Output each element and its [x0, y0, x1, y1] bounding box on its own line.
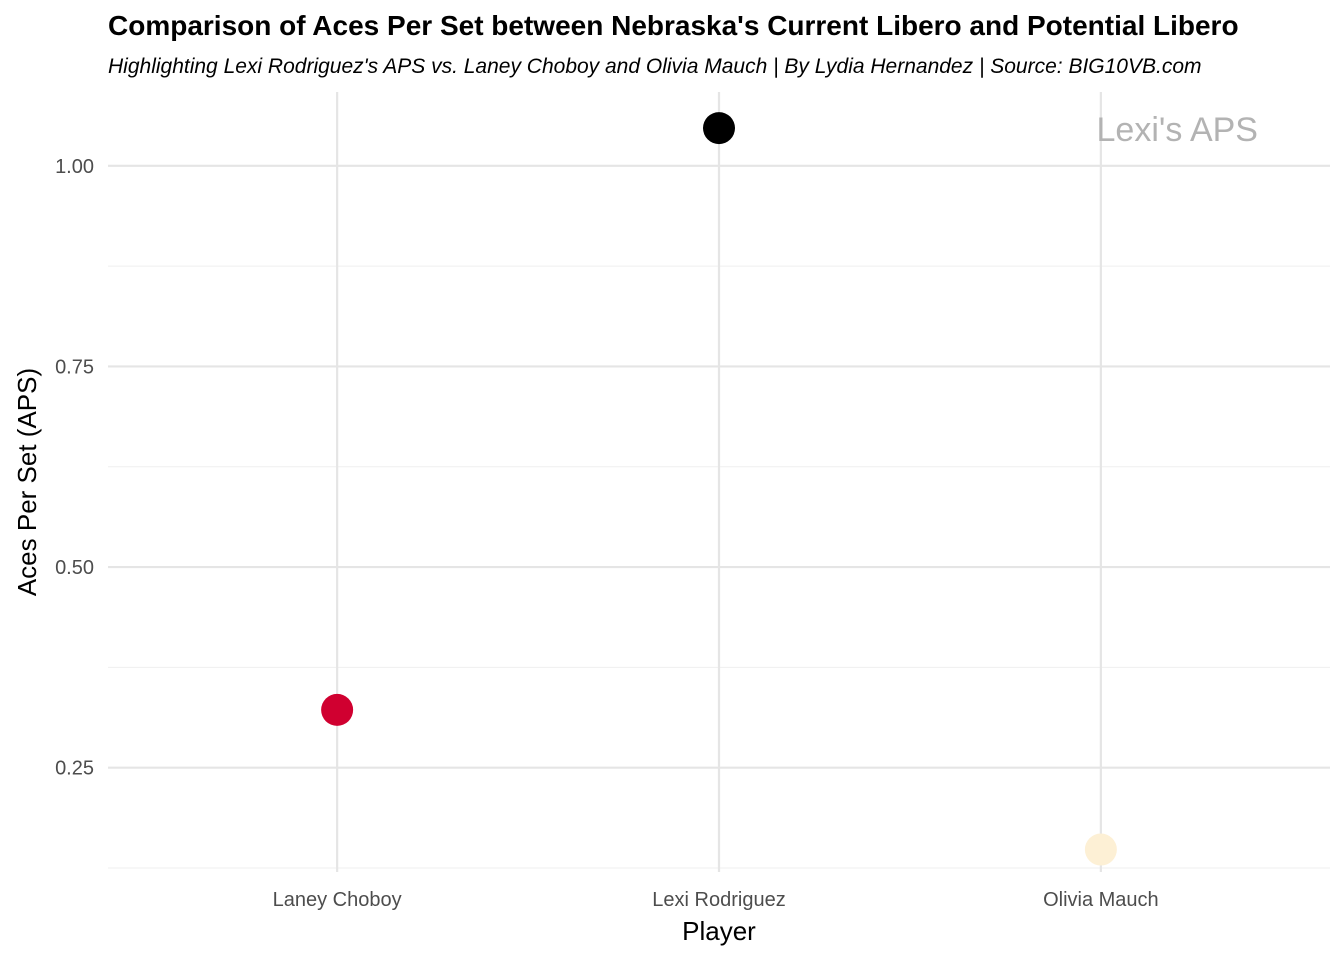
chart-subtitle: Highlighting Lexi Rodriguez's APS vs. La… [108, 55, 1202, 78]
x-tick-label: Lexi Rodriguez [652, 889, 785, 911]
data-point [1084, 833, 1117, 866]
grid-lines [108, 92, 1330, 872]
y-axis-ticks: 0.25 0.50 0.75 1.00 [55, 156, 94, 780]
data-points [321, 112, 1117, 866]
data-point [703, 112, 735, 145]
x-axis-ticks: Laney Choboy Lexi Rodriguez Olivia Mauch [273, 889, 1159, 911]
data-point [321, 693, 354, 726]
y-tick-label: 1.00 [55, 156, 94, 178]
annotation-lexi-aps: Lexi's APS [1097, 111, 1258, 149]
chart-title: Comparison of Aces Per Set between Nebra… [108, 10, 1239, 41]
x-axis-title: Player [682, 916, 756, 946]
x-tick-label: Laney Choboy [273, 889, 402, 911]
x-tick-label: Olivia Mauch [1043, 889, 1159, 911]
y-axis-title: Aces Per Set (APS) [12, 368, 42, 596]
y-tick-label: 0.25 [55, 758, 94, 780]
y-tick-label: 0.75 [55, 356, 94, 378]
y-tick-label: 0.50 [55, 557, 94, 579]
